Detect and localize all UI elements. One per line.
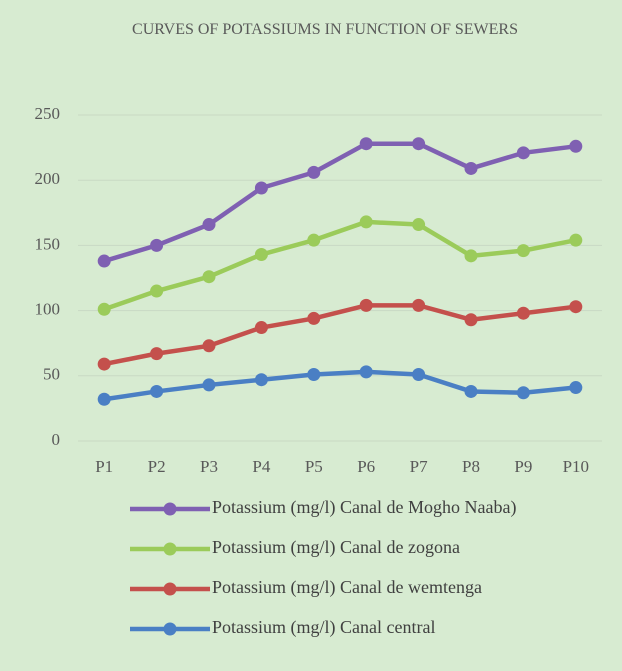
data-point [97,302,111,316]
data-point [516,386,530,400]
data-point [202,218,216,232]
series-line [103,303,577,367]
data-point [516,244,530,258]
data-point [569,139,583,153]
data-point [150,347,164,361]
legend-label: Potassium (mg/l) Canal de zogona [212,537,460,558]
data-point [307,311,321,325]
y-tick-label: 100 [35,300,61,319]
x-tick-label: P6 [357,457,375,476]
legend-label: Potassium (mg/l) Canal de Mogho Naaba) [212,497,516,518]
data-point [97,254,111,268]
data-point [254,181,268,195]
data-point [569,300,583,314]
data-point [516,146,530,160]
legend-marker [163,622,177,636]
legend-label: Potassium (mg/l) Canal de wemtenga [212,577,482,598]
data-point [412,137,426,151]
x-tick-label: P9 [514,457,532,476]
data-point [464,161,478,175]
legend-marker [163,502,177,516]
data-point [254,248,268,262]
legend-label: Potassium (mg/l) Canal central [212,617,435,638]
data-point [516,306,530,320]
data-point [150,238,164,252]
x-tick-label: P1 [95,457,113,476]
x-tick-label: P3 [200,457,218,476]
data-point [412,218,426,232]
legend-marker [163,542,177,556]
data-point [412,298,426,312]
data-point [359,215,373,229]
y-tick-label: 50 [43,365,60,384]
x-tick-label: P2 [148,457,166,476]
data-point [464,249,478,263]
data-point [150,284,164,298]
x-tick-label: P5 [305,457,323,476]
data-point [464,313,478,327]
series-line [103,141,577,264]
data-point [359,365,373,379]
data-point [307,233,321,247]
data-point [254,321,268,335]
data-point [202,339,216,353]
data-point [202,378,216,392]
data-point [97,392,111,406]
y-tick-label: 150 [35,234,61,253]
data-point [97,357,111,371]
data-point [202,270,216,284]
y-tick-label: 0 [52,430,61,449]
data-point [359,137,373,151]
data-point [150,384,164,398]
y-tick-label: 200 [35,169,61,188]
data-point [569,381,583,395]
data-point [569,233,583,247]
x-tick-label: P7 [410,457,428,476]
data-point [464,384,478,398]
y-tick-label: 250 [35,104,61,123]
data-point [359,298,373,312]
data-point [307,367,321,381]
series-line [103,219,577,312]
series-line [103,369,577,402]
x-tick-label: P10 [563,457,589,476]
legend-marker [163,582,177,596]
data-point [412,367,426,381]
x-tick-label: P4 [252,457,270,476]
x-tick-label: P8 [462,457,480,476]
data-point [307,165,321,179]
chart-title: CURVES OF POTASSIUMS IN FUNCTION OF SEWE… [132,21,518,38]
data-point [254,373,268,387]
